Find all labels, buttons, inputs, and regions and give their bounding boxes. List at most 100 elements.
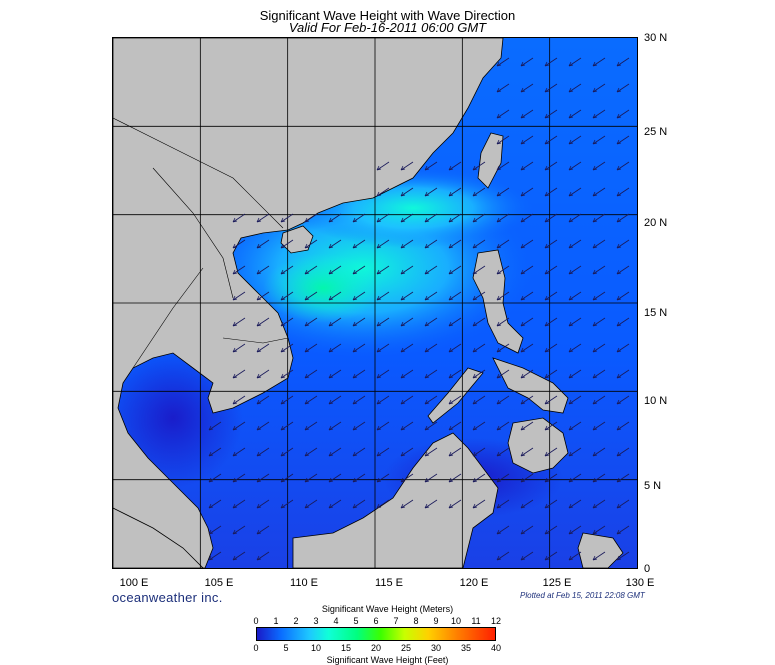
wave-arrow <box>256 239 270 249</box>
wave-arrow <box>304 395 318 405</box>
wave-arrow <box>544 551 558 561</box>
wave-arrow <box>520 291 534 301</box>
wave-arrow <box>424 161 438 171</box>
wave-arrow <box>592 83 606 93</box>
wave-arrow <box>304 239 318 249</box>
wave-arrow <box>304 213 318 223</box>
wave-arrow <box>496 109 510 119</box>
wave-arrow <box>376 187 390 197</box>
wave-arrow <box>280 265 294 275</box>
lon-label-115e: 115 E <box>375 577 403 589</box>
colorbar-tick-meters: 10 <box>450 616 462 626</box>
wave-arrow <box>232 369 246 379</box>
wave-arrow <box>568 135 582 145</box>
wave-arrow <box>616 447 630 457</box>
wave-height-map[interactable] <box>112 37 638 569</box>
wave-arrow <box>544 473 558 483</box>
lon-label-110e: 110 E <box>290 577 318 589</box>
colorbar-title-feet: Significant Wave Height (Feet) <box>326 655 449 665</box>
wave-arrow <box>448 239 462 249</box>
lat-lon-grid <box>113 38 637 568</box>
wave-arrow <box>376 291 390 301</box>
wave-arrow <box>472 265 486 275</box>
wave-arrow <box>520 525 534 535</box>
wave-arrow <box>424 421 438 431</box>
colorbar-tick-meters: 4 <box>333 616 339 626</box>
wave-arrow <box>352 395 366 405</box>
wave-arrow <box>400 265 414 275</box>
wave-arrow <box>568 265 582 275</box>
wave-arrow <box>520 473 534 483</box>
wave-arrow <box>472 343 486 353</box>
wave-arrow <box>280 317 294 327</box>
colorbar-tick-feet: 5 <box>283 643 289 653</box>
wave-arrow <box>616 135 630 145</box>
wave-arrow <box>232 213 246 223</box>
wave-arrow <box>496 395 510 405</box>
wave-arrow <box>376 265 390 275</box>
wave-arrow <box>328 473 342 483</box>
wave-arrow <box>496 473 510 483</box>
colorbar-tick-feet: 10 <box>310 643 322 653</box>
wave-arrow <box>568 395 582 405</box>
wave-arrow <box>472 499 486 509</box>
wave-arrow <box>280 239 294 249</box>
wave-arrow <box>616 187 630 197</box>
wave-arrow <box>496 213 510 223</box>
wave-arrow <box>304 343 318 353</box>
wave-arrow <box>400 473 414 483</box>
wave-arrow <box>232 473 246 483</box>
wave-arrow <box>616 161 630 171</box>
wave-arrow <box>280 213 294 223</box>
wave-arrow <box>448 317 462 327</box>
wave-arrow <box>520 499 534 509</box>
wave-arrow <box>400 291 414 301</box>
wave-arrow <box>472 187 486 197</box>
wave-arrow <box>232 239 246 249</box>
wave-arrow <box>520 265 534 275</box>
plotted-timestamp: Plotted at Feb 15, 2011 22:08 GMT <box>520 591 645 600</box>
wave-arrow <box>616 291 630 301</box>
map-subtitle: Valid For Feb-16-2011 06:00 GMT <box>288 20 487 35</box>
wave-arrow <box>352 265 366 275</box>
lon-label-105e: 105 E <box>204 577 234 589</box>
colorbar-tick-meters: 5 <box>353 616 359 626</box>
wave-arrow <box>592 57 606 67</box>
wave-arrow <box>616 213 630 223</box>
wave-arrow <box>232 317 246 327</box>
wave-arrow <box>616 525 630 535</box>
wave-arrow <box>568 499 582 509</box>
wave-arrow <box>424 473 438 483</box>
sulawesi-land <box>577 532 624 568</box>
lat-label-30n: 30 N <box>644 32 668 44</box>
wave-arrow <box>568 369 582 379</box>
wave-arrow <box>568 161 582 171</box>
wave-arrow <box>544 161 558 171</box>
wave-arrow <box>544 525 558 535</box>
brand-logo-text: oceanweather inc. <box>112 590 223 605</box>
wave-arrow <box>328 265 342 275</box>
wave-arrow <box>256 343 270 353</box>
wave-arrow <box>208 421 222 431</box>
wave-arrow <box>208 447 222 457</box>
wave-arrow <box>544 343 558 353</box>
wave-arrow <box>400 161 414 171</box>
wave-arrow <box>328 317 342 327</box>
wave-arrow <box>256 213 270 223</box>
wave-arrow <box>496 239 510 249</box>
wave-arrow <box>232 395 246 405</box>
colorbar-tick-feet: 40 <box>490 643 502 653</box>
wave-arrow <box>400 213 414 223</box>
lon-label-130e: 130 E <box>625 577 655 589</box>
wave-arrow <box>544 187 558 197</box>
wave-arrow <box>400 395 414 405</box>
wave-arrow <box>232 343 246 353</box>
wave-arrow <box>520 343 534 353</box>
wave-arrow <box>544 135 558 145</box>
wave-arrow <box>328 499 342 509</box>
wave-arrow <box>472 161 486 171</box>
wave-arrow <box>496 265 510 275</box>
colorbar-tick-meters: 8 <box>413 616 419 626</box>
wave-arrow <box>520 369 534 379</box>
wave-arrow <box>544 291 558 301</box>
